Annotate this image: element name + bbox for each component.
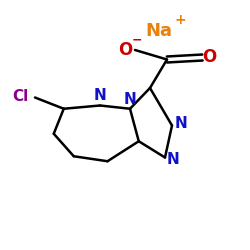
Text: Cl: Cl (12, 89, 29, 104)
Text: N: N (94, 88, 106, 104)
Text: N: N (166, 152, 179, 168)
Text: N: N (174, 116, 187, 130)
Text: O: O (202, 48, 217, 66)
Text: +: + (174, 13, 186, 27)
Text: −: − (132, 34, 142, 47)
Text: Na: Na (145, 22, 172, 40)
Text: N: N (124, 92, 136, 107)
Text: O: O (118, 41, 132, 59)
